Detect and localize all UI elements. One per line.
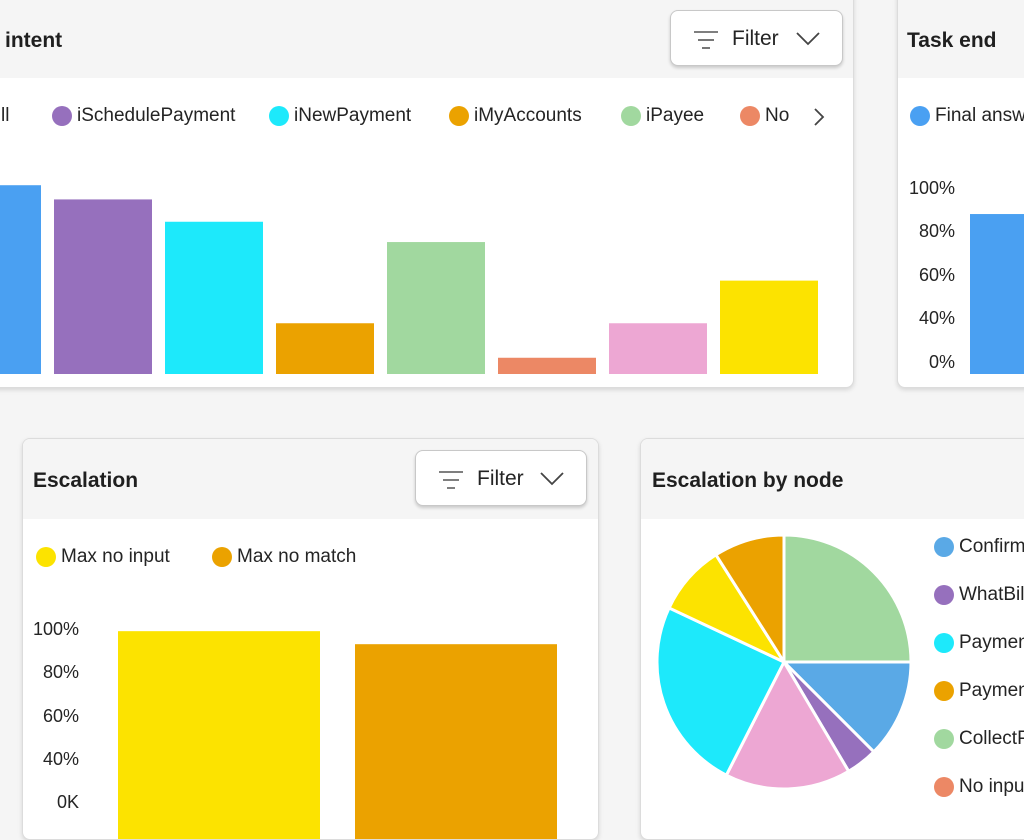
legend-item-ischedulepayment[interactable]: iSchedulePayment <box>52 105 235 127</box>
legend-swatch <box>934 681 954 701</box>
legend-label: ll <box>1 105 10 126</box>
bar-series-6[interactable] <box>609 323 707 374</box>
escalation-by-node-header: Escalation by node <box>641 439 1024 519</box>
bar-ll[interactable] <box>0 185 41 374</box>
legend-swatch <box>449 106 469 126</box>
y-tick-label: 100% <box>32 619 79 639</box>
legend-label: No inpu <box>959 776 1024 797</box>
task-end-card-header: Task end <box>898 0 1024 78</box>
escalation-pie-chart <box>655 533 913 791</box>
legend-item-confirm[interactable]: Confirm <box>934 536 1024 558</box>
legend-swatch <box>934 633 954 653</box>
legend-swatch <box>36 547 56 567</box>
y-tick-label: 60% <box>918 265 955 285</box>
escalation-card: Escalation Filter Max no input Max no ma… <box>22 438 599 840</box>
legend-swatch <box>740 106 760 126</box>
legend-item-collectp[interactable]: CollectP <box>934 728 1024 750</box>
legend-label: Max no match <box>237 546 357 567</box>
y-tick-label: 80% <box>42 662 79 682</box>
escalation-card-header: Escalation Filter <box>23 439 598 519</box>
escalation-bar-chart <box>118 631 557 839</box>
legend-swatch <box>910 106 930 126</box>
escalation-filter-label: Filter <box>477 467 524 490</box>
chevron-down-icon <box>540 472 564 486</box>
legend-swatch <box>934 537 954 557</box>
legend-swatch <box>52 106 72 126</box>
legend-swatch <box>621 106 641 126</box>
intent-card: intent Filter ll iSchedulePayment iNewPa… <box>0 0 854 388</box>
legend-swatch <box>269 106 289 126</box>
pie-slice-confirm-1[interactable] <box>782 660 913 754</box>
pie-slice-collectp-0[interactable] <box>782 533 913 664</box>
intent-card-title: intent <box>5 29 63 52</box>
escalation-card-title: Escalation <box>33 469 139 492</box>
legend-item-final-answer[interactable]: Final answe <box>910 105 1024 127</box>
legend-label: No <box>765 105 790 126</box>
legend-item-max-no-match[interactable]: Max no match <box>212 546 356 568</box>
y-tick-label: 60% <box>42 706 79 726</box>
chevron-down-icon <box>796 32 820 46</box>
intent-card-header: intent Filter <box>0 0 853 78</box>
escalation-by-node-title: Escalation by node <box>652 469 844 492</box>
bar-ischedulepayment[interactable] <box>54 199 152 374</box>
bar-series-7[interactable] <box>720 280 818 374</box>
legend-item-ipayee[interactable]: iPayee <box>621 105 704 127</box>
intent-bar-chart <box>0 185 818 374</box>
filter-icon <box>439 471 463 489</box>
legend-swatch <box>934 729 954 749</box>
legend-label: Max no input <box>61 546 170 567</box>
legend-swatch <box>212 547 232 567</box>
y-tick-label: 0K <box>56 792 79 812</box>
intent-filter-button[interactable]: Filter <box>670 10 843 66</box>
legend-label: iNewPayment <box>294 105 412 126</box>
bar-no[interactable] <box>498 357 596 374</box>
bar-inewpayment[interactable] <box>165 221 263 374</box>
bar-max-no-input[interactable] <box>118 631 320 839</box>
legend-label: iPayee <box>646 105 705 126</box>
bar-final-answe[interactable] <box>970 214 1024 374</box>
y-tick-label: 0% <box>928 352 955 372</box>
legend-item-inewpayment[interactable]: iNewPayment <box>269 105 411 127</box>
escalation-by-node-card: Escalation by node Confirm WhatBil Payme… <box>640 438 1024 840</box>
y-tick-label: 40% <box>918 308 955 328</box>
task-end-card: Task end Final answe 100% 80% 60% 40% 0% <box>897 0 1024 388</box>
legend-label: Confirm <box>959 536 1024 557</box>
legend-item-no[interactable]: No <box>740 105 789 127</box>
bar-imyaccounts[interactable] <box>276 323 374 374</box>
pie-slice-paymen-6[interactable] <box>714 533 786 664</box>
legend-swatch <box>934 585 954 605</box>
legend-swatch <box>934 777 954 797</box>
pie-slice-unlabeled-3[interactable] <box>724 660 851 791</box>
legend-label: iMyAccounts <box>474 105 582 126</box>
y-tick-label: 80% <box>918 221 955 241</box>
pie-slice-paymen-4[interactable] <box>655 606 786 777</box>
legend-label: iSchedulePayment <box>77 105 236 126</box>
bar-ipayee[interactable] <box>387 242 485 374</box>
escalation-filter-button[interactable]: Filter <box>415 450 587 506</box>
legend-item-imyaccounts[interactable]: iMyAccounts <box>449 105 582 127</box>
filter-icon <box>694 31 718 49</box>
legend-label: WhatBil <box>959 584 1024 605</box>
y-tick-label: 100% <box>908 178 955 198</box>
intent-filter-label: Filter <box>732 27 779 50</box>
y-tick-label: 40% <box>42 749 79 769</box>
bar-max-no-match[interactable] <box>355 644 557 839</box>
legend-item-paymen-2[interactable]: Paymen <box>934 680 1024 702</box>
legend-item-max-no-input[interactable]: Max no input <box>36 546 170 568</box>
legend-item-paymen-1[interactable]: Paymen <box>934 632 1024 654</box>
task-end-bar-chart <box>970 214 1024 374</box>
chevron-right-icon[interactable] <box>813 107 825 127</box>
legend-item-no-input[interactable]: No inpu <box>934 776 1024 798</box>
legend-label: CollectP <box>959 728 1024 749</box>
legend-item-whatbil[interactable]: WhatBil <box>934 584 1024 606</box>
legend-label: Paymen <box>959 632 1024 653</box>
legend-item-ll[interactable]: ll <box>1 105 9 127</box>
legend-label: Paymen <box>959 680 1024 701</box>
task-end-card-title: Task end <box>907 29 997 52</box>
legend-label: Final answe <box>935 105 1024 126</box>
